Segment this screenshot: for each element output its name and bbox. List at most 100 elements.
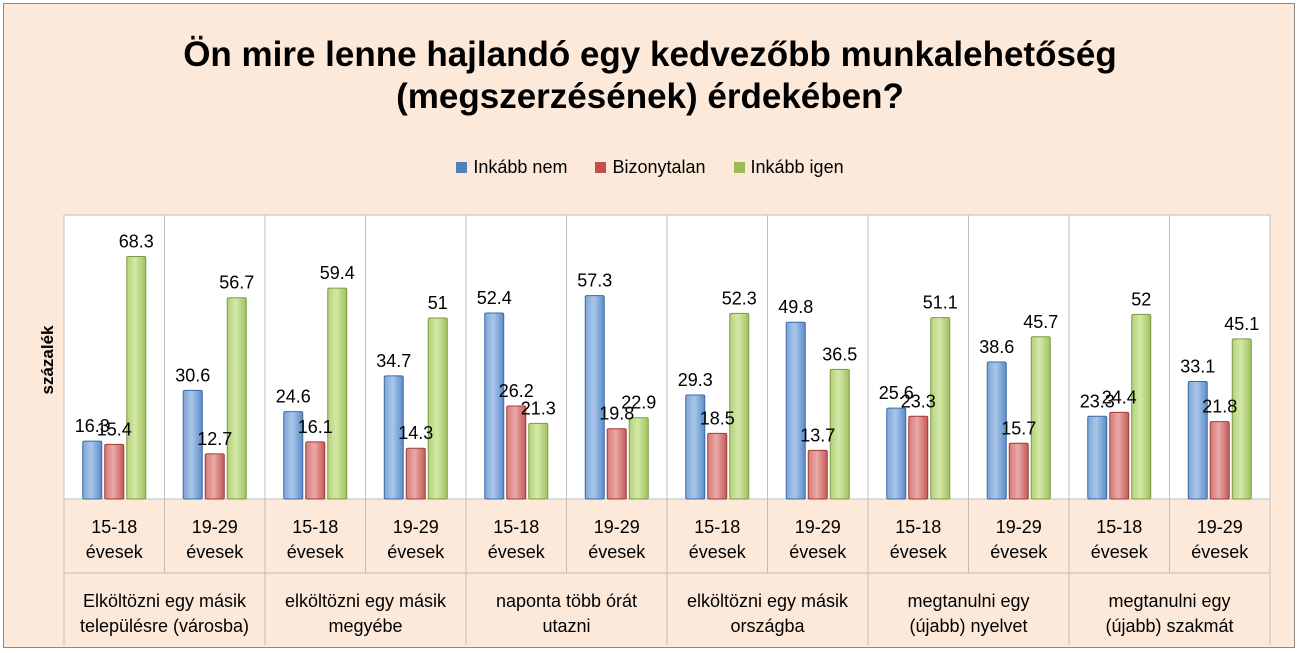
chart-title-line-2: (megszerzésének) érdekében? <box>396 77 904 116</box>
data-label: 36.5 <box>822 344 857 364</box>
category-axis-table <box>63 215 1271 645</box>
subcategory-label: 19-29 <box>795 517 841 537</box>
subcategory-label: évesek <box>86 542 144 562</box>
bar-bizonytalan <box>405 447 426 500</box>
data-label: 23.3 <box>1080 391 1115 411</box>
bar-inkább-nem <box>685 394 706 500</box>
bar-inkább-igen <box>528 422 549 500</box>
bar-bizonytalan <box>305 441 326 500</box>
group-label: településre (városba) <box>80 616 249 636</box>
legend-swatch-inkabb-igen <box>733 162 745 173</box>
bar-bizonytalan <box>1209 421 1230 500</box>
subcategory-label: évesek <box>1191 542 1249 562</box>
legend-swatch-inkabb-nem <box>456 162 468 173</box>
data-label: 16.1 <box>298 417 333 437</box>
subcategory-label: évesek <box>488 542 546 562</box>
data-label: 29.3 <box>678 370 713 390</box>
data-labels: 16.315.4 68.3 30.6 12.7 56.7 24.6 16.1 59.4 34.7… <box>75 232 1260 449</box>
data-label: 22.9 <box>621 393 656 413</box>
data-label: 21.3 <box>521 398 556 418</box>
subcategory-label: 15-18 <box>292 517 338 537</box>
bar-inkább-igen <box>729 312 750 500</box>
data-label: 34.7 <box>376 351 411 371</box>
subcategory-label: 19-29 <box>393 517 439 537</box>
group-label: utazni <box>542 616 590 636</box>
legend-item-inkabb-nem: Inkább nem <box>456 157 567 178</box>
bar-bizonytalan <box>1008 442 1029 500</box>
data-label: 15.7 <box>1001 418 1036 438</box>
data-label: 23.3 <box>901 391 936 411</box>
subcategory-label: évesek <box>789 542 847 562</box>
bar-inkább-nem <box>383 375 404 500</box>
subcategory-label: évesek <box>186 542 244 562</box>
bar-bizonytalan <box>908 415 929 500</box>
data-label: 18.5 <box>700 408 735 428</box>
subcategory-label: 19-29 <box>1197 517 1243 537</box>
bar-inkább-nem <box>584 295 605 500</box>
bar-inkább-nem <box>82 440 103 500</box>
bar-inkább-nem <box>484 312 505 500</box>
data-label: 52.4 <box>477 288 512 308</box>
bar-bizonytalan <box>204 453 225 500</box>
legend-swatch-bizonytalan <box>595 162 607 173</box>
data-label: 12.7 <box>197 429 232 449</box>
bar-inkább-igen <box>327 287 348 500</box>
subcategory-label: évesek <box>990 542 1048 562</box>
subcategory-label: 15-18 <box>91 517 137 537</box>
group-label: (újabb) nyelvet <box>909 616 1027 636</box>
subcategory-label: 15-18 <box>493 517 539 537</box>
subcategory-label: évesek <box>890 542 948 562</box>
bar-inkább-nem <box>886 407 907 500</box>
data-label: 33.1 <box>1180 356 1215 376</box>
data-label: 49.8 <box>778 297 813 317</box>
group-label: elköltözni egy másik <box>687 591 849 611</box>
subcategory-label: évesek <box>287 542 345 562</box>
data-label: 56.7 <box>219 273 254 293</box>
bar-inkább-igen <box>126 256 147 500</box>
subcategory-label: 15-18 <box>1096 517 1142 537</box>
subcategory-label: 15-18 <box>694 517 740 537</box>
data-label: 16.3 <box>75 416 110 436</box>
bar-inkább-nem <box>986 361 1007 500</box>
data-label: 57.3 <box>577 271 612 291</box>
bar-inkább-igen <box>829 368 850 500</box>
data-label: 25.6 <box>879 383 914 403</box>
data-label: 59.4 <box>320 263 355 283</box>
bar-bizonytalan <box>807 449 828 500</box>
bar-inkább-nem <box>785 321 806 500</box>
bar-inkább-igen <box>427 317 448 500</box>
data-label: 26.2 <box>499 381 534 401</box>
data-label: 14.3 <box>398 423 433 443</box>
data-label: 13.7 <box>800 425 835 445</box>
data-label: 19.8 <box>599 404 634 424</box>
bar-inkább-igen <box>628 417 649 500</box>
data-label: 52.3 <box>722 288 757 308</box>
legend-item-inkabb-igen: Inkább igen <box>733 157 844 178</box>
bar-inkább-igen <box>1131 313 1152 500</box>
subcategory-label: évesek <box>1091 542 1149 562</box>
subcategory-label: 19-29 <box>996 517 1042 537</box>
subcategory-label: 19-29 <box>594 517 640 537</box>
bar-bizonytalan <box>707 432 728 500</box>
legend-label-bizonytalan: Bizonytalan <box>612 157 706 177</box>
legend: Inkább nem Bizonytalan Inkább igen <box>4 157 1296 178</box>
data-label: 45.7 <box>1023 312 1058 332</box>
group-label: megtanulni egy <box>907 591 1029 611</box>
data-label: 51.1 <box>923 293 958 313</box>
bar-inkább-igen <box>1231 338 1252 500</box>
subcategory-label: 15-18 <box>895 517 941 537</box>
data-label: 52 <box>1131 289 1151 309</box>
data-label: 68.3 <box>119 232 154 252</box>
group-label: megtanulni egy <box>1108 591 1230 611</box>
legend-label-inkabb-igen: Inkább igen <box>750 157 844 177</box>
legend-label-inkabb-nem: Inkább nem <box>473 157 568 177</box>
subcategory-label: évesek <box>588 542 646 562</box>
bar-inkább-igen <box>930 317 951 500</box>
data-label: 30.6 <box>175 365 210 385</box>
bar-inkább-igen <box>1030 336 1051 500</box>
subcategory-label: évesek <box>387 542 445 562</box>
data-label: 24.6 <box>276 387 311 407</box>
group-label: elköltözni egy másik <box>285 591 447 611</box>
subcategory-label: 19-29 <box>192 517 238 537</box>
bars <box>82 256 1252 500</box>
